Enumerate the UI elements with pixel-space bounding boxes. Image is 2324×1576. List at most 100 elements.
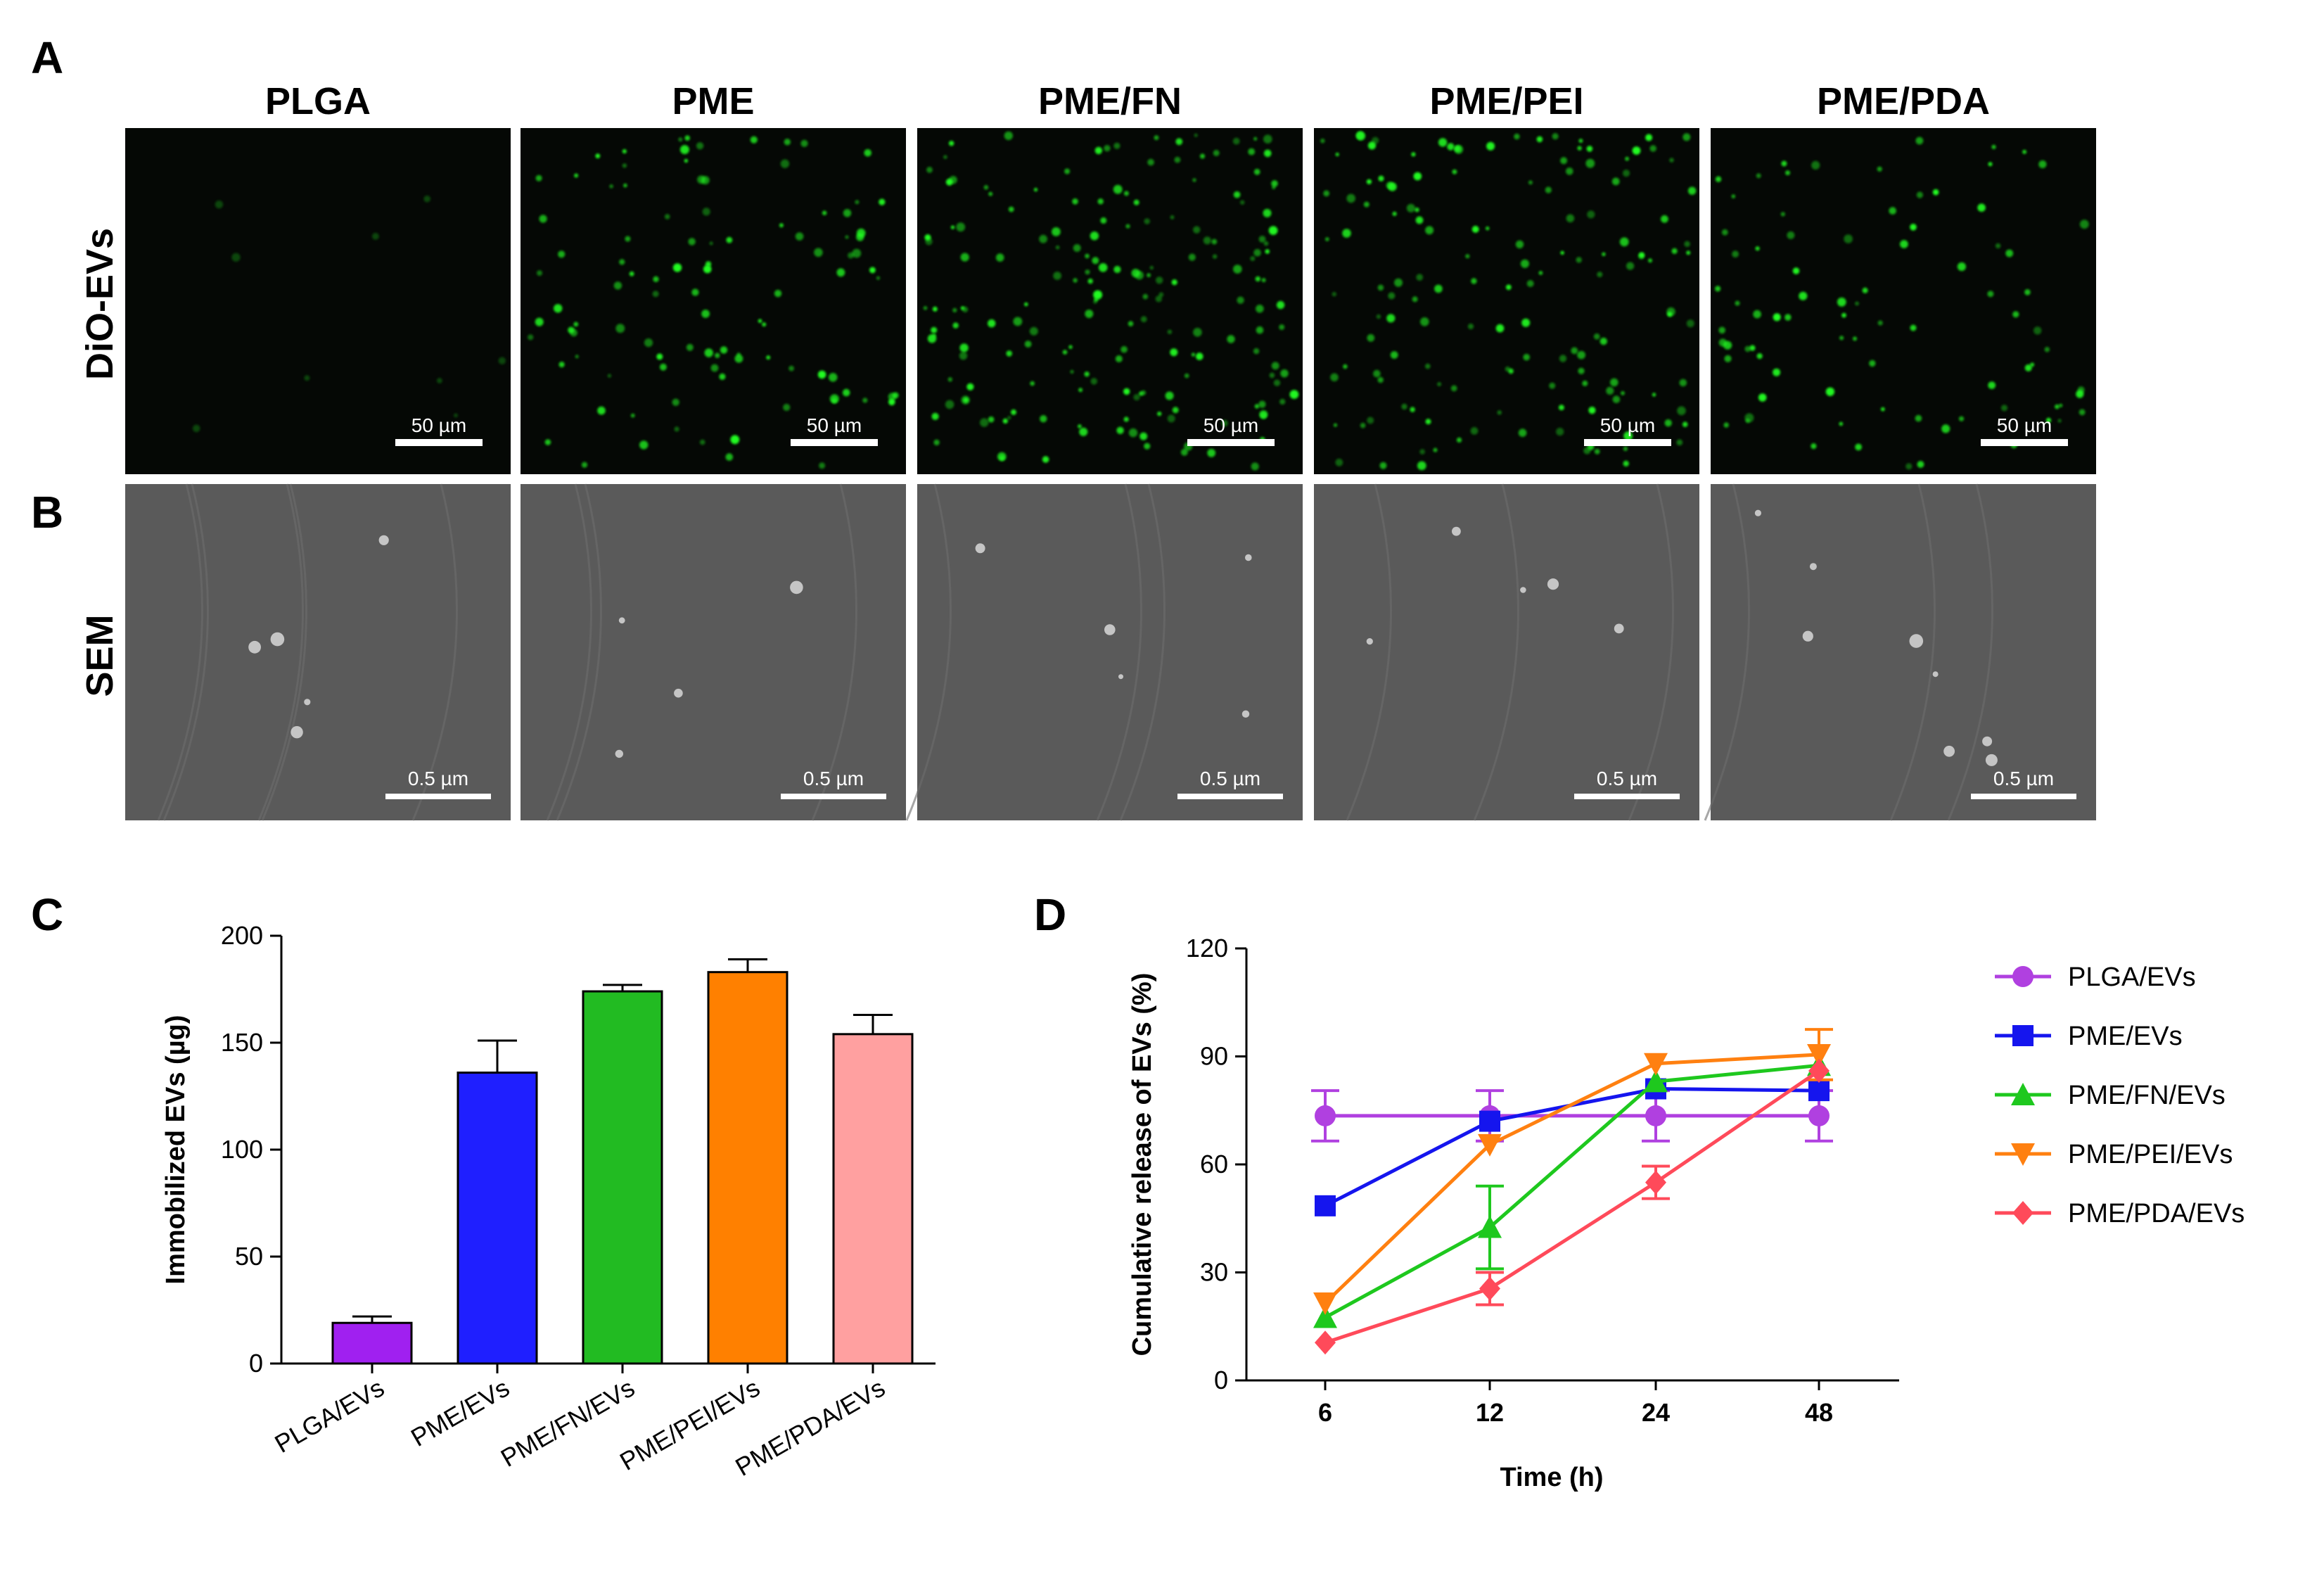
- fluorescent-ev-dot: [1425, 363, 1431, 369]
- fluorescent-ev-dot: [952, 322, 959, 329]
- fluorescent-ev-dot: [2044, 347, 2050, 352]
- fluorescent-ev-dot: [1227, 335, 1235, 343]
- fluorescent-ev-dot: [1342, 229, 1351, 238]
- fluorescent-ev-dot: [1560, 250, 1564, 255]
- fluorescent-ev-dot: [1367, 141, 1377, 150]
- fluorescent-ev-dot: [1450, 385, 1457, 392]
- fluorescent-ev-dot: [1039, 234, 1047, 243]
- fluorescent-ev-dot: [1191, 352, 1196, 357]
- sem-surface-streak: [162, 483, 209, 821]
- fluorescent-ev-dot: [1196, 352, 1204, 360]
- fluorescent-ev-dot: [960, 253, 969, 262]
- fluorescent-ev-dot: [1002, 418, 1008, 424]
- sem-image: [521, 484, 906, 820]
- fluorescent-ev-dot: [966, 383, 974, 390]
- fluorescent-ev-dot: [1256, 326, 1264, 334]
- fluorescent-ev-dot: [1723, 422, 1729, 428]
- fluorescent-ev-dot: [1184, 373, 1189, 379]
- fluorescent-ev-dot: [570, 329, 577, 337]
- fluorescent-ev-dot: [842, 388, 850, 397]
- fluorescent-ev-dot: [1144, 218, 1150, 224]
- fluorescent-ev-dot: [1855, 301, 1859, 306]
- panel-letter-d: D: [1034, 889, 1066, 940]
- fluorescent-ev-dot: [1279, 398, 1286, 405]
- fluorescent-ev-dot: [684, 135, 690, 141]
- fluorescent-ev-dot: [1289, 390, 1299, 399]
- sem-particle: [1614, 623, 1624, 634]
- fluorescent-ev-dot: [679, 145, 689, 155]
- fluorescent-ev-dot: [1686, 319, 1694, 328]
- data-point: [1645, 1105, 1666, 1126]
- fluorescent-ev-dot: [995, 253, 1004, 262]
- fluorescent-ev-dot: [1053, 272, 1061, 280]
- fluorescent-ev-dot: [1715, 176, 1722, 182]
- fluorescent-ev-dot: [1576, 257, 1582, 263]
- fluorescent-ev-dot: [1040, 415, 1047, 423]
- bar: [456, 1072, 538, 1365]
- fluorescent-ev-dot: [1254, 404, 1260, 409]
- fluorescent-ev-dot: [1156, 277, 1163, 284]
- scale-bar-label: 0.5 µm: [1993, 768, 2054, 789]
- y-tick-label: 0: [249, 1349, 263, 1378]
- fluorescent-ev-dot: [1825, 387, 1835, 396]
- fluorescent-ev-dot: [862, 398, 868, 403]
- fluorescent-ev-dot: [1155, 296, 1163, 303]
- line-chart-series: [1311, 1028, 1833, 1355]
- fluorescent-ev-dot: [371, 232, 379, 240]
- fluorescent-ev-dot: [1401, 403, 1407, 410]
- fluorescent-ev-dot: [1024, 302, 1028, 307]
- fluorescent-ev-dot: [1682, 421, 1688, 427]
- data-point: [1808, 1080, 1830, 1102]
- fluorescent-ev-dot: [1505, 284, 1512, 291]
- fluorescent-ev-dot: [1073, 278, 1078, 283]
- fluorescent-ev-dot: [1889, 207, 1896, 215]
- y-tick-label: 90: [1200, 1042, 1228, 1071]
- fluorescent-ev-dot: [845, 235, 849, 239]
- fluorescent-ev-dot: [945, 178, 953, 186]
- sem-surface-streak: [1119, 483, 1166, 821]
- fluorescent-ev-dot: [2045, 417, 2052, 424]
- fluorescent-ev-dot: [1623, 431, 1633, 441]
- fluorescent-ev-dot: [544, 439, 551, 445]
- panel-letter-b: B: [31, 487, 63, 538]
- fluorescent-ev-dot: [622, 163, 627, 168]
- fluorescent-ev-dot: [697, 175, 706, 184]
- sem-particle: [1909, 634, 1924, 648]
- fluorescent-ev-dot: [1253, 136, 1258, 141]
- fluorescent-ev-dot: [535, 174, 542, 182]
- fluorescent-ev-dot: [1092, 257, 1099, 265]
- fluorescent-ev-dot: [943, 155, 947, 159]
- fluorescent-ev-dot: [672, 398, 679, 406]
- fluorescent-ev-dot: [1724, 355, 1732, 362]
- scale-bar: [1584, 439, 1671, 446]
- fluorescent-ev-dot: [2055, 404, 2060, 409]
- fluorescent-ev-dot: [1578, 139, 1583, 144]
- legend-label: PLGA/EVs: [2068, 962, 2196, 992]
- sem-particle: [1118, 674, 1123, 680]
- fluorescent-ev-dot: [1621, 390, 1625, 395]
- sem-particle: [1985, 754, 1998, 766]
- fluorescent-ev-dot: [684, 158, 689, 163]
- sem-particle: [674, 688, 683, 698]
- fluorescent-ev-dot: [1120, 345, 1128, 353]
- fluorescent-ev-dot: [1566, 214, 1575, 223]
- fluorescent-ev-dot: [1514, 133, 1520, 140]
- fluorescent-ev-dot: [1578, 367, 1585, 374]
- fluorescent-ev-dot: [1839, 336, 1844, 341]
- fluorescent-ev-dot: [1413, 172, 1422, 181]
- fluorescent-ev-dot: [1029, 326, 1038, 336]
- fluorescence-image: [125, 128, 511, 474]
- fluorescent-ev-dot: [1263, 208, 1272, 217]
- row-label-dio-evs: DiO-EVs: [79, 228, 121, 380]
- fluorescent-ev-dot: [609, 184, 613, 189]
- fluorescent-ev-dot: [1915, 414, 1922, 422]
- legend-label: PME/EVs: [2068, 1022, 2183, 1051]
- sem-surface-streak: [905, 483, 952, 821]
- fluorescent-ev-dot: [2079, 220, 2089, 229]
- fluorescent-ev-dot: [1526, 280, 1534, 287]
- data-point: [1478, 1133, 1502, 1157]
- fluorescent-ev-dot: [2034, 326, 2042, 335]
- data-point: [1808, 1058, 1830, 1083]
- fluorescent-ev-dot: [1425, 419, 1431, 425]
